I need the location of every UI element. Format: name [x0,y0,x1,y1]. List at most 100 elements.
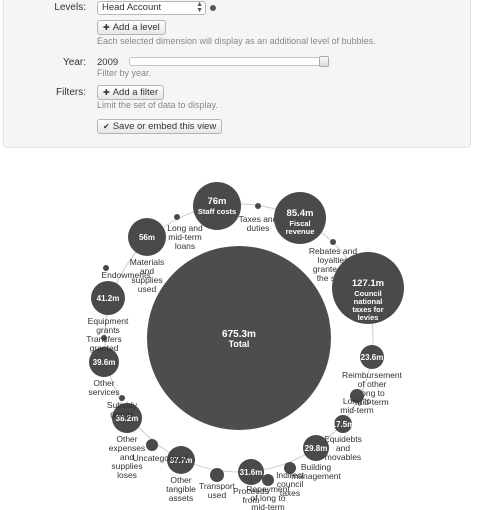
bubble-item[interactable] [146,439,158,451]
checkmark-icon: ✔ [103,122,110,131]
add-filter-button[interactable]: ✚ Add a filter [97,85,165,100]
bubble-label: services [88,387,119,397]
bubble-label: Indirect [276,470,305,480]
bubble-label: loses [117,470,137,480]
bubble-item[interactable] [119,395,125,401]
bubble-label: Fiscal [289,219,310,228]
levels-help: Each selected dimension will display as … [97,36,376,46]
levels-select[interactable]: Head Account ▲ ▼ [97,1,206,15]
bubble-label: from [243,495,260,505]
bubble-label: Other [116,434,137,444]
bubble-label: council [277,479,304,489]
bubble-label: mid-term [355,397,389,407]
bubble-item[interactable] [334,415,352,433]
bubble-label: Endowments [101,270,150,280]
year-label: Year: [63,57,86,68]
bubble-item[interactable] [174,214,180,220]
bubble-item[interactable] [330,239,336,245]
year-help: Filter by year. [97,68,152,78]
bubble-label: of other [358,379,387,389]
bubble-label: revenue [286,227,315,236]
year-value: 2009 [97,57,119,68]
bubble-label: loans [175,241,195,251]
bubble-label: national [354,297,383,306]
remove-level-icon[interactable] [210,5,216,11]
bubble-item[interactable] [303,435,329,461]
bubble-label: tangible [166,484,196,494]
bubble-label: granted by [313,264,354,274]
levels-select-value: Head Account [102,2,162,13]
bubble-label: duties [247,223,270,233]
bubble-label: Transfers [86,334,122,344]
bubble-amount: 127.1m [352,278,384,289]
bubble-item[interactable] [167,446,195,474]
bubble-label: granted [90,343,119,353]
bubble-item[interactable] [210,468,224,482]
bubble-item[interactable] [262,474,274,486]
bubble-item[interactable] [238,459,264,485]
bubble-label: Equipment [88,316,129,326]
bubble-item[interactable] [112,403,142,433]
bubble-amount: 56m [139,233,155,242]
bubble-amount: 76m [207,196,226,207]
bubble-label: of long to [251,493,286,503]
bubble-item[interactable] [128,218,166,256]
bubble-label: taxes [280,488,300,498]
bubble-label: mid-term [168,232,202,242]
bubble-label: mid-term [251,502,285,510]
bubble-amount: 31.6m [240,468,263,477]
bubble-item[interactable] [350,389,364,403]
bubble-item[interactable] [284,462,296,474]
bubble-item[interactable] [193,182,241,230]
bubble-label: Long to [343,396,372,406]
bubble-item[interactable] [360,345,384,369]
bubble-total[interactable] [147,246,331,430]
levels-label: Levels: [54,2,86,13]
bubble-item[interactable] [274,192,326,244]
bubble-item[interactable] [103,265,109,271]
bubble-item[interactable] [101,335,107,341]
filters-label: Filters: [56,87,86,98]
bubble-total-amount: 675.3m [222,329,256,340]
bubble-label: loyalties [318,255,349,265]
bubble-label: management [291,471,341,481]
year-slider[interactable] [129,56,329,67]
plus-icon: ✚ [103,88,110,97]
bubble-label: Transport [199,481,236,491]
bubble-label: Repayment [246,484,290,494]
bubble-label: Council [354,289,382,298]
bubble-label: the state [317,273,350,283]
bubble-label: Building [301,462,332,472]
bubble-amount: 17.5m [332,420,355,429]
save-embed-button[interactable]: ✔ Save or embed this view [97,119,223,134]
bubble-label: supplies [131,275,162,285]
bubble-item[interactable] [91,281,125,315]
bubble-item[interactable] [89,347,119,377]
bubble-amount: 39.6m [93,358,116,367]
bubble-label: levies [358,313,379,322]
bubble-amount: 38.2m [116,414,139,423]
bubble-label: grants [110,409,134,419]
year-slider-handle[interactable] [319,56,329,67]
bubble-label: taxes for [352,305,383,314]
bubble-label: Taxes and [239,214,278,224]
plus-icon: ✚ [103,23,110,32]
bubble-amount: 85.4m [287,208,314,219]
bubble-item[interactable] [332,252,404,324]
bubble-label: Materials [130,257,164,267]
bubble-label: supplies [111,461,142,471]
bubble-label: Subsidy [107,400,138,410]
bubble-total-label: Total [229,339,250,349]
bubble-label: Uncategorized [133,453,188,463]
filter-panel: Levels: Head Account ▲ ▼ ✚ Add a level Eac… [3,0,471,148]
bubble-amount: 23.6m [361,353,384,362]
bubble-label: assets [169,493,194,503]
add-level-button[interactable]: ✚ Add a level [97,20,166,35]
bubble-label: Rebates and [309,246,357,256]
bubble-label: and [120,452,134,462]
bubble-item[interactable] [255,203,261,209]
bubble-amount: 41.2m [97,294,120,303]
bubble-label: expenses [109,443,145,453]
bubble-label: used [208,490,227,500]
